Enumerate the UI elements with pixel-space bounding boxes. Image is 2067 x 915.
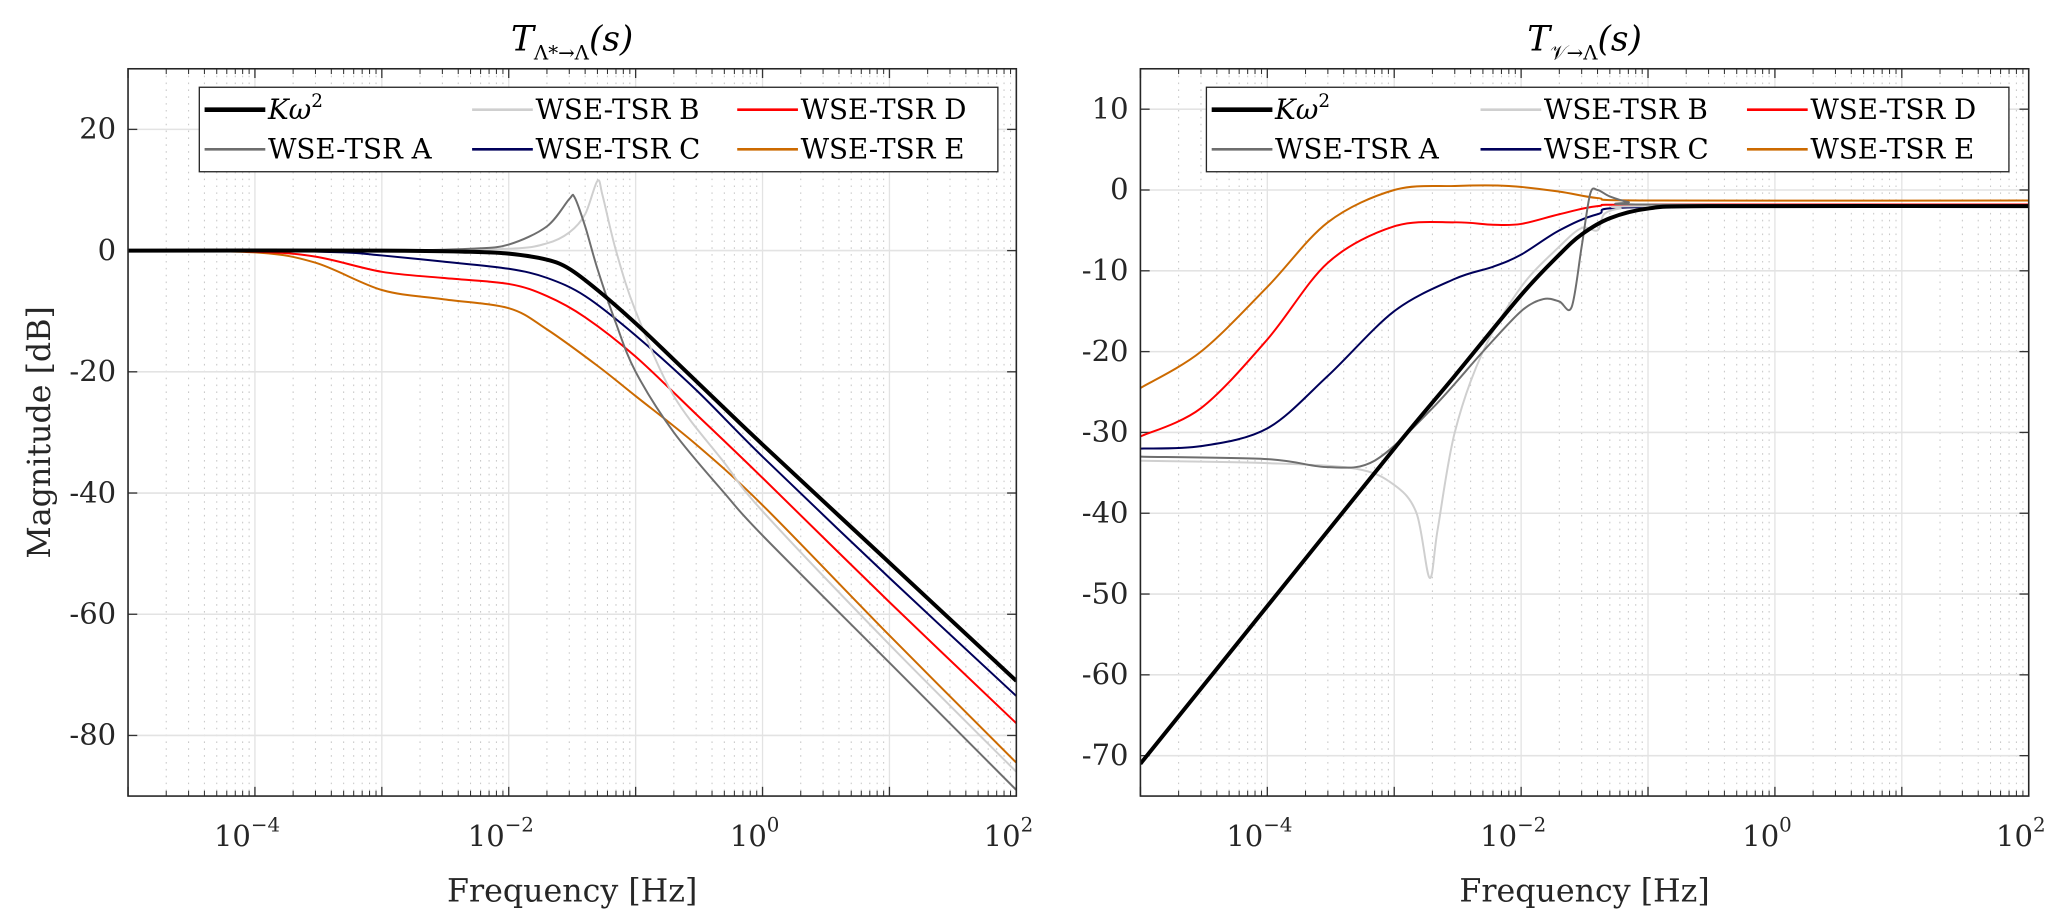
legend-label: Kω2 xyxy=(267,91,323,126)
legend-box xyxy=(198,86,999,173)
x-tick-label: 100 xyxy=(1742,814,1792,854)
legend-label: WSE-TSR A xyxy=(1275,133,1440,166)
x-axis-label: Frequency [Hz] xyxy=(1459,874,1709,910)
x-axis-label: Frequency [Hz] xyxy=(447,874,697,910)
series-group xyxy=(1140,184,2029,765)
y-tick-label: -40 xyxy=(69,475,116,509)
y-tick-label: -20 xyxy=(1082,334,1129,368)
series-line-wse-tsr-e xyxy=(128,249,1017,764)
y-tick-label: 0 xyxy=(98,233,116,267)
legend-item: WSE-TSR C xyxy=(472,133,700,166)
series-line-wse-tsr-d xyxy=(128,249,1017,725)
chart-title: TΛ*→Λ(s) xyxy=(511,19,633,64)
legend-label: WSE-TSR B xyxy=(535,93,699,126)
x-tick-label: 10−4 xyxy=(1226,814,1292,854)
y-tick-label: -50 xyxy=(1082,576,1129,610)
x-tick-label: 10−2 xyxy=(468,814,534,854)
x-tick-label: 10−4 xyxy=(214,814,280,854)
x-tick-label: 102 xyxy=(1996,814,2046,854)
legend-label: WSE-TSR A xyxy=(268,133,433,166)
legend-item: WSE-TSR A xyxy=(204,133,433,166)
legend-item: WSE-TSR C xyxy=(1480,133,1709,166)
y-tick-label: 0 xyxy=(1110,172,1128,206)
legend-item: WSE-TSR E xyxy=(1746,133,1974,166)
legend: Kω2 WSE-TSR A WSE-TSR B WSE-TSR C WSE-TSR D W… xyxy=(1205,86,2010,173)
legend-label: Kω2 xyxy=(1274,91,1330,126)
y-tick-label: -80 xyxy=(69,718,116,752)
legend-item: Kω2 xyxy=(204,91,323,126)
legend-label: WSE-TSR E xyxy=(801,133,965,166)
legend-item: WSE-TSR B xyxy=(472,93,700,126)
legend: Kω2 WSE-TSR A WSE-TSR B WSE-TSR C WSE-TSR D W… xyxy=(198,86,999,173)
minor-grid xyxy=(165,68,1012,797)
y-tick-label: -10 xyxy=(1082,253,1129,287)
series-line-wse-tsr-b xyxy=(1140,204,2029,579)
plot-area xyxy=(128,68,1017,797)
series-line-wse-tsr-b xyxy=(128,179,1017,773)
series-line-wse-tsr-a xyxy=(1140,187,2029,469)
y-tick-label: -70 xyxy=(1082,738,1129,772)
y-tick-label: 10 xyxy=(1092,91,1129,125)
series-line-k xyxy=(1140,204,2029,765)
legend-item: WSE-TSR B xyxy=(1480,93,1708,126)
y-tick-label: 20 xyxy=(79,112,116,146)
y-axis-label: Magnitude [dB] xyxy=(22,306,58,558)
legend-item: WSE-TSR D xyxy=(737,93,966,126)
minor-grid xyxy=(1178,68,2024,797)
y-tick-label: -40 xyxy=(1082,495,1129,529)
legend-item: Kω2 xyxy=(1211,91,1330,126)
left-panel: 20 0 -20 -40 -60 -80 10−4 10−2 100 102 Frequency [… xyxy=(22,19,1033,909)
legend-label: WSE-TSR C xyxy=(535,133,700,166)
y-tick-label: -20 xyxy=(69,354,116,388)
chart-title: T𝒱→Λ(s) xyxy=(1527,19,1642,64)
legend-label: WSE-TSR E xyxy=(1810,133,1974,166)
y-tick-label: -60 xyxy=(1082,657,1129,691)
axes-box xyxy=(127,67,1018,797)
x-tick-label: 102 xyxy=(984,814,1034,854)
legend-label: WSE-TSR D xyxy=(801,93,967,126)
y-tick-label: -30 xyxy=(1082,415,1129,449)
x-tick-label: 10−2 xyxy=(1480,814,1546,854)
legend-item: WSE-TSR D xyxy=(1746,93,1976,126)
legend-item: WSE-TSR E xyxy=(737,133,964,166)
series-line-wse-tsr-a xyxy=(128,193,1017,791)
legend-label: WSE-TSR B xyxy=(1544,93,1708,126)
series-group xyxy=(128,179,1017,791)
series-line-k xyxy=(128,248,1017,683)
x-tick-label: 100 xyxy=(730,814,780,854)
series-line-wse-tsr-e xyxy=(1140,184,2029,389)
axes-box xyxy=(1139,67,2030,797)
legend-box xyxy=(1205,86,2010,173)
legend-label: WSE-TSR C xyxy=(1544,133,1709,166)
y-tick-label: -60 xyxy=(69,596,116,630)
legend-label: WSE-TSR D xyxy=(1810,93,1976,126)
legend-item: WSE-TSR A xyxy=(1211,133,1440,166)
